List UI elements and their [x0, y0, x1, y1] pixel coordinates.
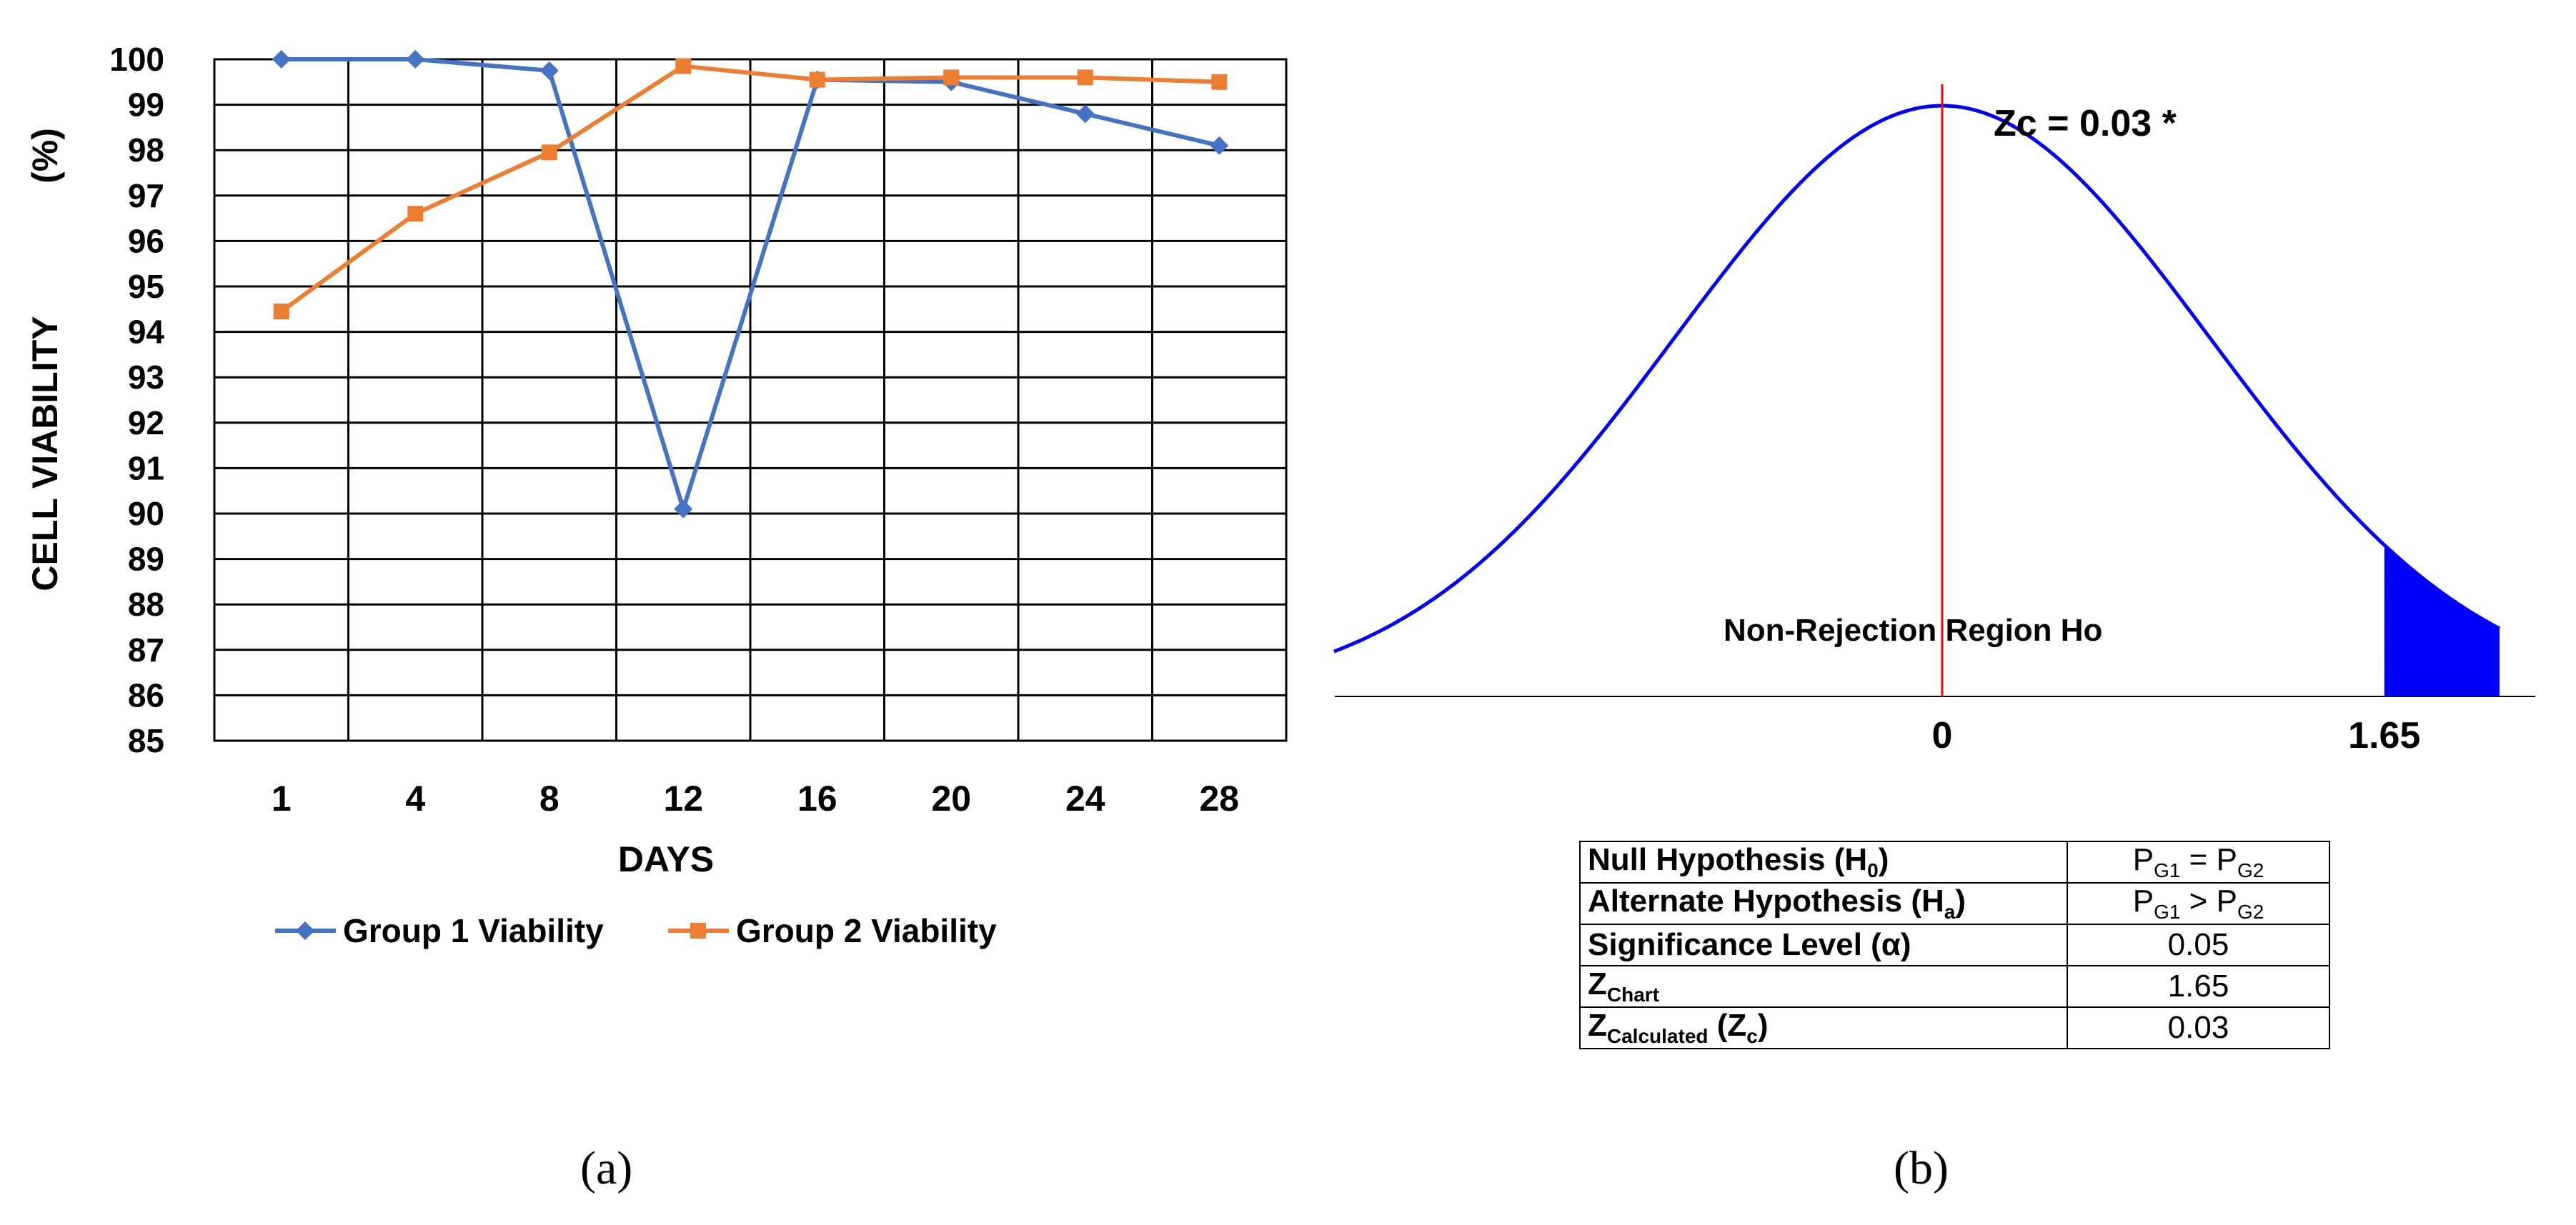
x-axis-label: DAYS — [618, 839, 714, 879]
table-row: Alternate Hypothesis (Ha) PG1 > PG2 — [1579, 882, 2330, 925]
y-tick-label: 96 — [128, 222, 164, 259]
non-rejection-region-label: Non-Rejection Region Ho — [1724, 613, 2102, 648]
y-axis-ticks: 85 86 87 88 89 90 91 92 93 94 95 96 97 98 99 100 — [109, 41, 164, 759]
data-point — [943, 69, 960, 86]
legend-label: Group 1 Viability — [343, 912, 604, 949]
y-tick-label: 91 — [128, 449, 164, 486]
series-group-2-viability — [273, 58, 1228, 319]
y-tick-label: 86 — [128, 676, 164, 714]
data-point — [1210, 136, 1229, 155]
y-tick-label: 85 — [128, 722, 164, 759]
y-tick-label: 88 — [128, 586, 164, 623]
x-tick-label: 1 — [272, 779, 292, 819]
zc-annotation: Zc = 0.03 * — [1994, 103, 2177, 144]
data-point — [539, 61, 559, 80]
y-tick-label: 87 — [128, 631, 164, 669]
normal-distribution-chart: 0 1.65 Zc = 0.03 * Non-Rejection Region H… — [1333, 84, 2535, 756]
table-row: ZCalculated (Zc) 0.03 — [1579, 1006, 2330, 1049]
row-label: ZCalculated (Zc) — [1579, 1006, 2068, 1049]
x-tick-label: 12 — [663, 779, 703, 819]
row-value: PG1 = PG2 — [2067, 841, 2330, 884]
y-tick-label: 100 — [109, 41, 164, 78]
chart-series — [272, 50, 1229, 519]
x-tick-label: 8 — [539, 779, 560, 819]
x-tick-label: 28 — [1199, 779, 1239, 819]
row-label: Alternate Hypothesis (Ha) — [1579, 882, 2068, 925]
data-point — [675, 58, 692, 74]
panel-label-b: (b) — [1894, 1142, 1949, 1194]
data-point — [674, 499, 693, 519]
y-tick-label: 99 — [128, 86, 164, 124]
row-label: Significance Level (α) — [1579, 924, 2068, 966]
x-tick-label: 16 — [797, 779, 837, 819]
data-point — [273, 303, 289, 319]
x-tick-label: 4 — [405, 779, 425, 819]
y-tick-label: 93 — [128, 359, 164, 396]
x-axis-ticks: 1 4 8 12 16 20 24 28 — [272, 779, 1239, 819]
legend-label: Group 2 Viability — [736, 912, 997, 949]
data-point — [407, 206, 424, 222]
y-axis-unit: (%) — [25, 128, 65, 184]
data-point — [809, 71, 825, 88]
legend-marker — [690, 923, 706, 939]
x-axis-ticks: 0 1.65 — [1932, 715, 2421, 756]
panel-label-a: (a) — [580, 1142, 633, 1194]
x-tick-label: 1.65 — [2348, 715, 2420, 756]
y-tick-label: 94 — [128, 314, 165, 351]
data-point — [541, 144, 557, 161]
legend-marker — [296, 921, 314, 940]
data-point — [406, 50, 425, 69]
row-value: PG1 > PG2 — [2067, 882, 2330, 925]
data-point — [1211, 74, 1228, 90]
y-tick-label: 92 — [128, 404, 164, 441]
x-tick-label: 20 — [931, 779, 971, 819]
hypothesis-table: Null Hypothesis (H0) PG1 = PG2 Alternate… — [1579, 841, 2330, 1049]
row-label: Null Hypothesis (H0) — [1579, 841, 2068, 884]
series-line — [279, 64, 1220, 314]
row-value: 0.03 — [2067, 1006, 2330, 1049]
y-tick-label: 98 — [128, 131, 164, 169]
series-line — [281, 57, 1220, 516]
table-row: Null Hypothesis (H0) PG1 = PG2 — [1579, 841, 2330, 884]
row-value: 0.05 — [2067, 924, 2330, 966]
data-point — [272, 50, 291, 69]
row-value: 1.65 — [2067, 965, 2330, 1008]
chart-grid — [213, 58, 1288, 742]
table-row: ZChart 1.65 — [1579, 965, 2330, 1008]
table-row: Significance Level (α) 0.05 — [1579, 924, 2330, 966]
x-tick-label: 0 — [1932, 715, 1953, 756]
data-point — [1077, 69, 1093, 86]
x-tick-label: 24 — [1065, 779, 1105, 819]
y-tick-label: 95 — [128, 268, 164, 305]
chart-legend: Group 1 Viability Group 2 Viability — [275, 912, 997, 949]
bell-curve-line — [1333, 104, 2501, 654]
data-point — [1075, 104, 1095, 124]
y-tick-label: 97 — [128, 177, 164, 214]
rejection-region-area — [2384, 545, 2500, 696]
y-axis-label: CELL VIABILITY — [25, 316, 65, 591]
y-tick-label: 89 — [128, 541, 164, 578]
y-tick-label: 90 — [128, 495, 164, 532]
row-label: ZChart — [1579, 965, 2068, 1008]
